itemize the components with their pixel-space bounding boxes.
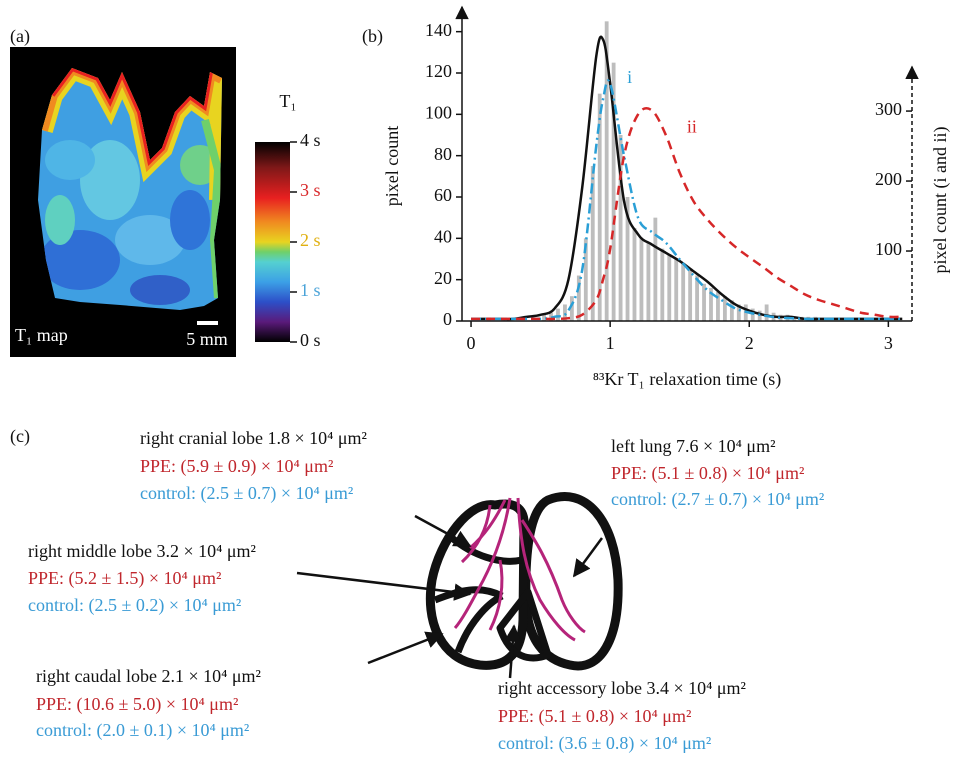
histogram-bar — [597, 93, 602, 322]
histogram-bar — [590, 166, 595, 321]
series-label: ii — [687, 116, 697, 136]
y-tick-label: 120 — [425, 61, 452, 81]
panel-label: (a) — [10, 26, 30, 47]
region-ppe: PPE: (5.1 ± 0.8) × 10⁴ μm² — [611, 463, 804, 484]
histogram-bar — [569, 296, 574, 321]
histogram-bar — [674, 259, 679, 321]
colorbar-tick-label: 1 s — [300, 280, 321, 300]
y-tick-label: 100 — [425, 102, 452, 122]
histogram-bar — [736, 304, 741, 321]
region-title: left lung 7.6 × 10⁴ μm² — [611, 436, 775, 456]
histogram-bar — [625, 197, 630, 321]
x-tick-label: 3 — [884, 333, 893, 353]
histogram-bar — [653, 217, 658, 321]
histogram-bar — [695, 275, 699, 321]
series-label: i — [627, 67, 632, 87]
x-tick-label: 0 — [467, 333, 476, 353]
histogram-bar — [681, 263, 686, 321]
histogram-bar — [729, 300, 734, 321]
y2-tick-label: 200 — [875, 169, 902, 189]
lung-diagram — [425, 492, 623, 671]
histogram-bar — [556, 308, 560, 321]
histogram-bar — [709, 287, 713, 321]
region-control: control: (3.6 ± 0.8) × 10⁴ μm² — [498, 733, 711, 754]
histogram-bar — [632, 228, 637, 321]
curve — [471, 35, 903, 321]
colorbar-tick-label: 3 s — [300, 180, 321, 200]
region-ppe: PPE: (5.2 ± 1.5) × 10⁴ μm² — [28, 568, 221, 589]
region-control: control: (2.5 ± 0.7) × 10⁴ μm² — [140, 483, 353, 504]
y-tick-label: 140 — [425, 20, 452, 40]
panel-c: (c) right cranial lobe 1.8 × 10⁴ μm² PPE… — [10, 426, 824, 754]
histogram-bar — [792, 316, 797, 321]
scale-label: 5 mm — [186, 329, 228, 349]
colorbar-tick-label: 0 s — [300, 330, 321, 350]
y2-axis-label: pixel count (i and ii) — [930, 127, 951, 274]
panel-label: (c) — [10, 426, 30, 447]
y2-tick-label: 300 — [875, 99, 902, 119]
histogram-bar — [702, 283, 706, 321]
region-title: right accessory lobe 3.4 × 10⁴ μm² — [498, 678, 746, 698]
y-tick-label: 20 — [434, 268, 452, 288]
x-tick-label: 1 — [606, 333, 615, 353]
region-title: right caudal lobe 2.1 × 10⁴ μm² — [36, 666, 261, 686]
y-tick-label: 0 — [443, 309, 452, 329]
region-title: right middle lobe 3.2 × 10⁴ μm² — [28, 541, 256, 561]
x-tick-label: 2 — [745, 333, 754, 353]
region-control: control: (2.0 ± 0.1) × 10⁴ μm² — [36, 720, 249, 741]
region-control: control: (2.5 ± 0.2) × 10⁴ μm² — [28, 595, 241, 616]
histogram-bar — [688, 269, 693, 321]
x-axis-label: ⁸³Kr T₁ relaxation time (s) — [593, 369, 782, 390]
colorbar-tick-label: 4 s — [300, 130, 321, 150]
y-tick-label: 80 — [434, 144, 452, 164]
panel-label: (b) — [362, 26, 383, 47]
region-ppe: PPE: (10.6 ± 5.0) × 10⁴ μm² — [36, 694, 238, 715]
y2-tick-label: 100 — [875, 239, 902, 259]
histogram-bar — [563, 304, 567, 321]
histogram-bar — [764, 304, 769, 321]
region-ppe: PPE: (5.9 ± 0.9) × 10⁴ μm² — [140, 456, 333, 477]
region-title: right cranial lobe 1.8 × 10⁴ μm² — [140, 428, 367, 448]
colorbar-title: T₁ — [279, 91, 296, 111]
colorbar — [255, 142, 290, 342]
panel-b: (b) 0 1 2 3 0 20 40 60 80 100 120 140 100 200 300 ⁸³Kr … — [362, 5, 951, 390]
region-ppe: PPE: (5.1 ± 0.8) × 10⁴ μm² — [498, 706, 691, 727]
histogram-bar — [722, 296, 727, 321]
y-axis-label: pixel count — [382, 126, 402, 206]
histogram-bar — [604, 21, 609, 321]
colorbar-tick-label: 2 s — [300, 230, 321, 250]
panel-a: (a) T₁ map 5 mm T₁ — [10, 26, 297, 357]
y-tick-label: 40 — [434, 226, 452, 246]
histogram-bar — [542, 314, 546, 321]
y-tick-label: 60 — [434, 185, 452, 205]
map-label: T₁ map — [15, 325, 68, 345]
histogram-bar — [750, 308, 755, 321]
curve — [471, 106, 903, 321]
histogram-bar — [639, 238, 644, 321]
histogram-bar — [646, 242, 651, 321]
histogram-bar — [583, 238, 588, 321]
histogram-bar — [618, 135, 623, 321]
histogram-bar — [611, 62, 616, 322]
pointer-lines — [296, 514, 604, 679]
histogram-bar — [660, 248, 665, 321]
histogram-bar — [716, 292, 720, 321]
region-control: control: (2.7 ± 0.7) × 10⁴ μm² — [611, 489, 824, 510]
histogram-bar — [667, 254, 672, 321]
histogram-bar — [576, 275, 581, 321]
t1-map — [38, 68, 222, 310]
